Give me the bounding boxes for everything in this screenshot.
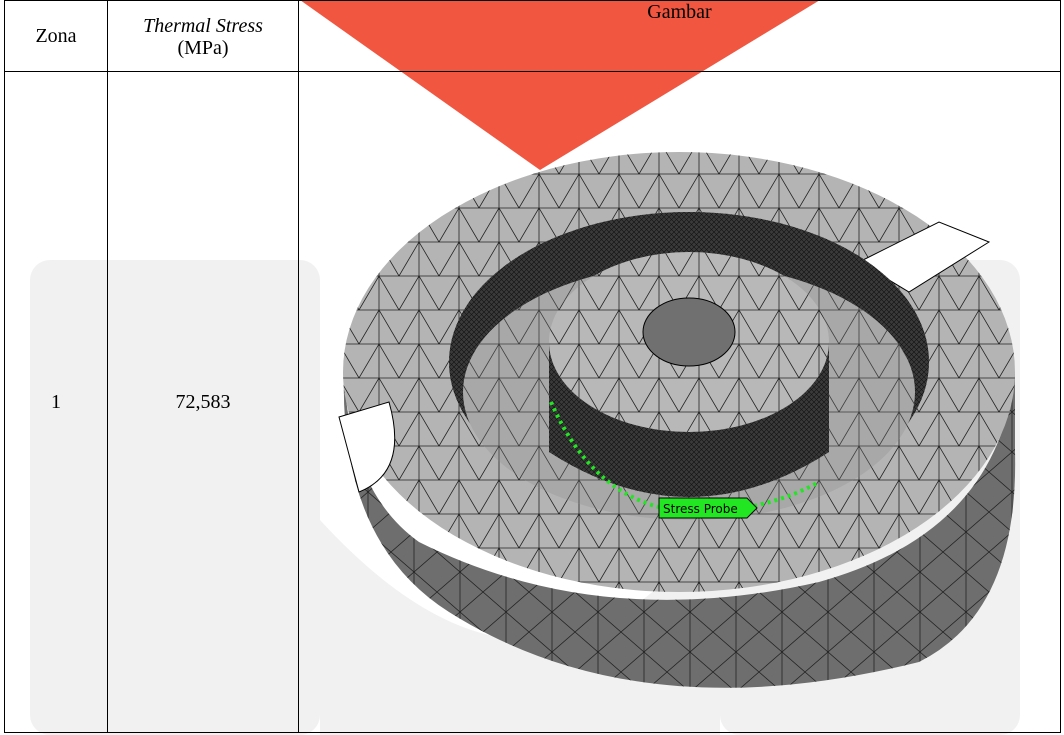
central-hub [549,252,829,515]
slot-cutout-left [338,401,396,493]
cell-zona: 1 [4,71,108,733]
header-gambar: Gambar [298,0,1061,72]
stress-probe-marker: Stress Probe [658,497,758,519]
table-row: 1 72,583 [4,71,1061,733]
header-zona: Zona [4,0,108,72]
mesh-model-figure: Stress Probe [338,152,1016,688]
thermal-stress-table: Zona Thermal Stress (MPa) Gambar 1 72,58… [4,0,1061,733]
cell-stress-value: 72,583 [107,71,299,733]
header-stress-unit: (MPa) [177,37,229,59]
table-header-row: Zona Thermal Stress (MPa) Gambar [4,0,1061,72]
outer-ring-side [343,372,1016,688]
stress-probe-label: Stress Probe [663,502,738,516]
header-stress-title: Thermal Stress [143,15,263,37]
header-thermal-stress: Thermal Stress (MPa) [107,0,299,72]
slot-cutout-right [857,221,991,293]
cell-gambar: Stress Probe [298,71,1061,733]
hub-bore-hole [642,297,736,367]
